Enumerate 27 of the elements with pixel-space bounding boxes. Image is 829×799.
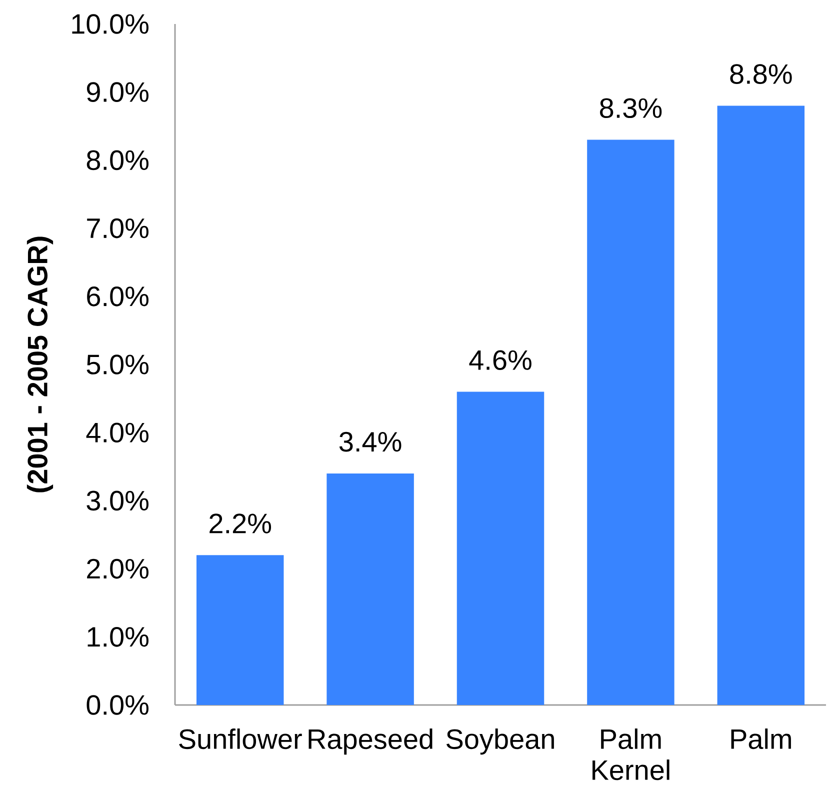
bar <box>717 106 805 705</box>
y-tick-label: 6.0% <box>87 286 148 306</box>
data-label: 2.2% <box>210 514 272 534</box>
x-tick-label: Soybean <box>446 728 554 755</box>
y-axis-title: (2001 - 2005 CAGR) <box>26 236 54 492</box>
x-tick-label: Rapeseed <box>308 728 432 755</box>
y-tick-label: 3.0% <box>86 490 148 511</box>
y-tick-label: 1.0% <box>88 626 148 647</box>
data-label: 4.6% <box>469 350 532 370</box>
y-tick-label: 2.0% <box>87 558 148 579</box>
y-tick-label: 5.0% <box>86 354 148 374</box>
y-tick-label: 8.0% <box>86 150 148 170</box>
y-tick-label: 0.0% <box>86 695 148 715</box>
x-tick-label: Palm Kernel <box>592 728 670 780</box>
y-tick-label: 4.0% <box>86 422 148 443</box>
data-label: 8.8% <box>730 64 792 84</box>
bar <box>456 392 544 705</box>
bar <box>196 555 284 705</box>
bar <box>587 140 674 705</box>
y-tick-label: 7.0% <box>87 218 148 238</box>
data-label: 3.4% <box>339 432 402 452</box>
x-tick-label: Sunflower <box>179 728 302 750</box>
data-label: 8.3% <box>600 98 662 118</box>
y-tick-label: 10.0% <box>72 14 148 34</box>
bar <box>326 473 414 705</box>
y-tick-label: 9.0% <box>86 82 148 102</box>
x-tick-label: Palm <box>731 728 791 750</box>
